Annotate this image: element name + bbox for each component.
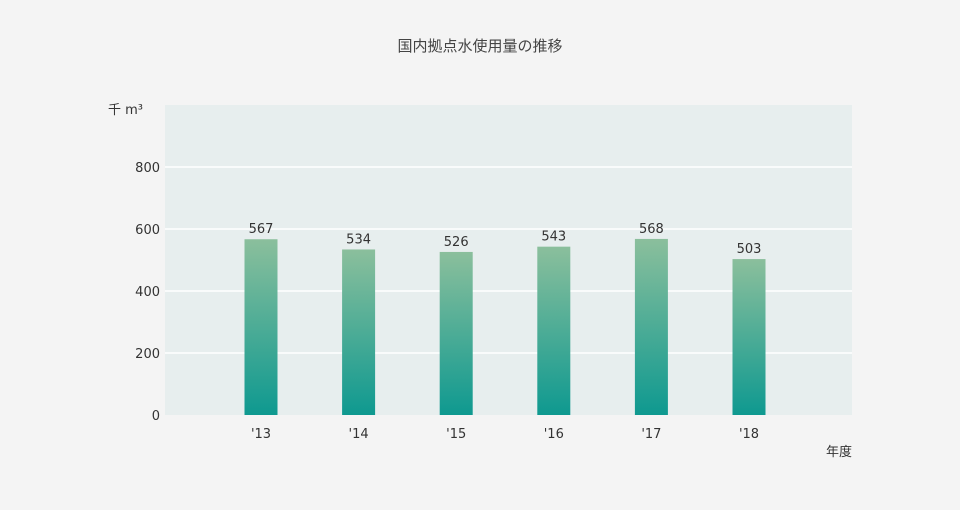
- y-tick-label: 800: [135, 161, 160, 176]
- x-tick-label: '13: [251, 427, 271, 442]
- bar-value-label: 568: [639, 222, 664, 237]
- bar: [342, 249, 376, 415]
- y-axis-unit-label: 千 m³: [108, 103, 143, 118]
- y-tick-label: 400: [135, 285, 160, 300]
- y-tick-label: 0: [152, 409, 160, 424]
- y-tick-label: 200: [135, 347, 160, 362]
- x-tick-label: '15: [446, 427, 466, 442]
- x-tick-label: '17: [641, 427, 661, 442]
- chart-title: 国内拠点水使用量の推移: [397, 37, 562, 55]
- bar-value-label: 567: [249, 222, 274, 237]
- x-axis-label: 年度: [826, 444, 852, 460]
- bar: [537, 246, 571, 415]
- x-tick-label: '18: [739, 427, 759, 442]
- x-tick-label: '16: [544, 427, 564, 442]
- x-tick-label: '14: [349, 427, 369, 442]
- data-labels: 567 534 526 543 568 503: [249, 222, 762, 257]
- bars: [244, 238, 766, 415]
- bar-value-label: 534: [346, 232, 371, 247]
- y-tick-label: 600: [135, 223, 160, 238]
- bar-value-label: 526: [444, 235, 469, 250]
- bar: [732, 259, 766, 415]
- x-axis-ticks: '13 '14 '15 '16 '17 '18: [251, 427, 759, 442]
- y-axis-ticks: 0 200 400 600 800: [135, 161, 160, 424]
- bar-value-label: 503: [737, 242, 762, 257]
- bar: [634, 238, 668, 415]
- bar: [439, 251, 473, 415]
- bar: [244, 239, 278, 415]
- bar-value-label: 543: [541, 230, 566, 245]
